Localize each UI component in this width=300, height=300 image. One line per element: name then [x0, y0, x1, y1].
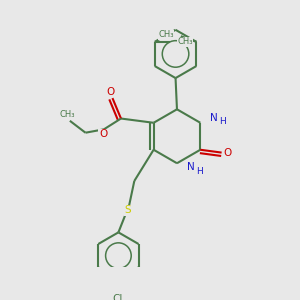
Text: N: N	[187, 163, 194, 172]
Text: S: S	[124, 205, 131, 215]
Text: O: O	[99, 129, 107, 140]
Text: Cl: Cl	[112, 294, 122, 300]
Text: N: N	[210, 113, 218, 123]
Text: H: H	[219, 117, 226, 126]
Text: CH₃: CH₃	[158, 30, 174, 39]
Text: CH₃: CH₃	[177, 38, 193, 46]
Text: H: H	[196, 167, 202, 176]
Text: O: O	[106, 87, 114, 97]
Text: O: O	[224, 148, 232, 158]
Text: CH₃: CH₃	[59, 110, 75, 119]
